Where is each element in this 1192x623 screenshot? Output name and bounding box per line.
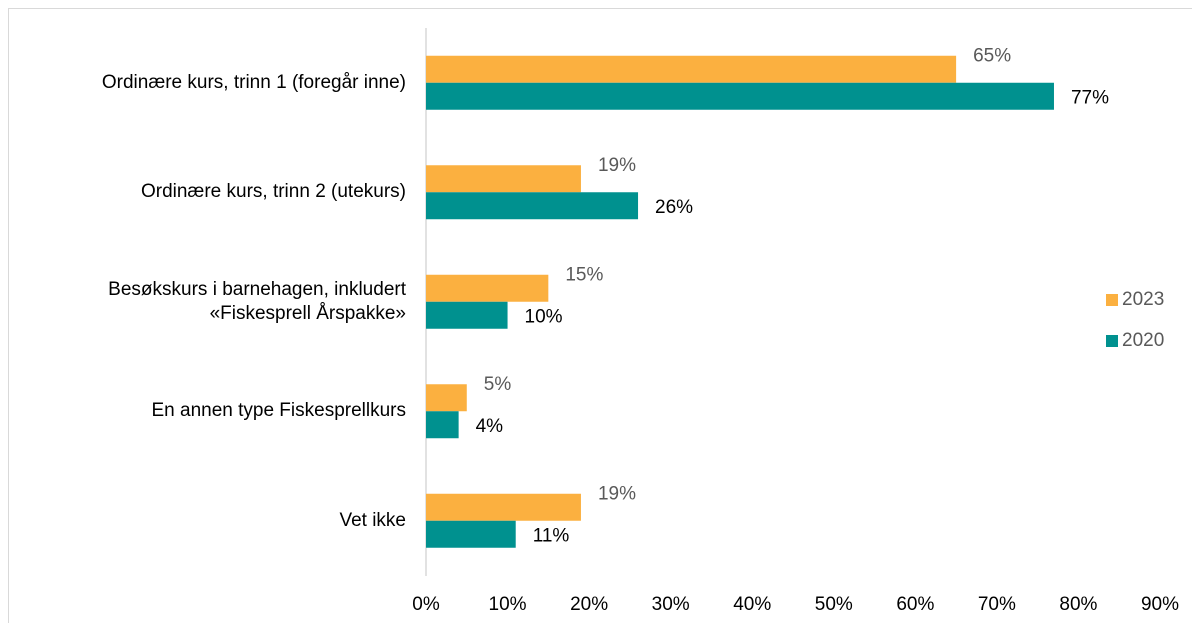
x-tick-label: 70% xyxy=(978,594,1016,615)
category-label: Besøkskurs i barnehagen, inkludert «Fisk… xyxy=(108,278,406,324)
value-label: 4% xyxy=(476,416,504,437)
value-label: 5% xyxy=(484,374,512,395)
value-label: 19% xyxy=(598,483,636,504)
bar xyxy=(426,520,516,548)
legend-swatch xyxy=(1106,294,1118,306)
bar xyxy=(426,274,549,302)
bar xyxy=(426,411,459,439)
x-tick-label: 60% xyxy=(896,594,934,615)
category-label: Ordinære kurs, trinn 2 (utekurs) xyxy=(140,181,406,203)
value-label: 10% xyxy=(525,306,563,327)
x-tick-label: 40% xyxy=(733,594,771,615)
value-label: 15% xyxy=(565,264,603,285)
category-label: Vet ikke xyxy=(339,509,406,531)
x-tick-label: 30% xyxy=(652,594,690,615)
bar xyxy=(426,55,957,83)
category-label: En annen type Fiskesprellkurs xyxy=(151,400,406,422)
bar xyxy=(426,493,581,521)
legend-swatch xyxy=(1106,335,1118,347)
x-tick-label: 20% xyxy=(570,594,608,615)
bar xyxy=(426,301,508,329)
chart-frame xyxy=(8,8,1192,623)
x-tick-label: 0% xyxy=(412,594,440,615)
bar xyxy=(426,165,581,193)
bar xyxy=(426,82,1054,110)
value-label: 77% xyxy=(1071,87,1109,108)
value-label: 26% xyxy=(655,197,693,218)
x-tick-label: 50% xyxy=(815,594,853,615)
bar xyxy=(426,192,639,220)
x-tick-label: 80% xyxy=(1059,594,1097,615)
category-label: Ordinære kurs, trinn 1 (foregår inne) xyxy=(101,71,406,93)
value-label: 65% xyxy=(973,45,1011,66)
legend-label: 2020 xyxy=(1122,330,1164,351)
value-label: 19% xyxy=(598,155,636,176)
x-tick-label: 10% xyxy=(489,594,527,615)
legend-label: 2023 xyxy=(1122,289,1164,310)
bar xyxy=(426,384,467,412)
value-label: 11% xyxy=(533,525,570,546)
x-tick-label: 90% xyxy=(1141,594,1179,615)
